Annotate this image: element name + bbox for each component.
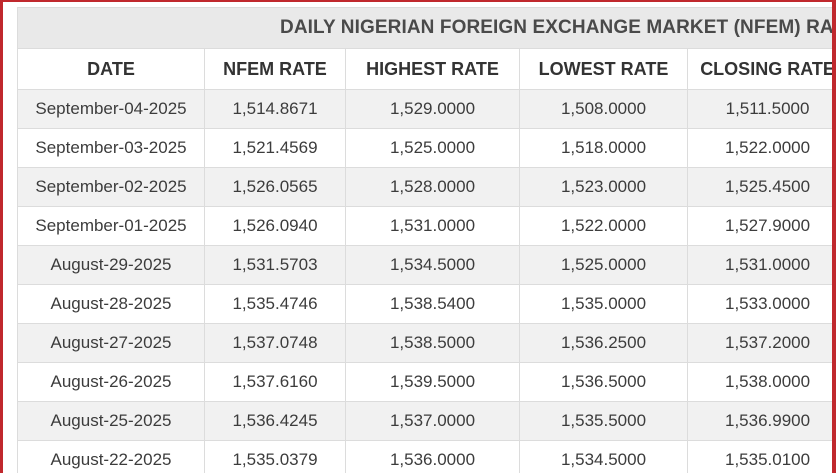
table-title-row: DAILY NIGERIAN FOREIGN EXCHANGE MARKET (… [16,7,832,49]
nfem-rate-cell: 1,536.4245 [204,401,346,441]
date-cell: September-01-2025 [17,206,205,246]
highest-rate-cell: 1,534.5000 [345,245,520,285]
highest-rate-cell: 1,538.5000 [345,323,520,363]
closing-rate-cell: 1,531.0000 [686,245,832,285]
table-row: September-02-2025 1,526.0565 1,528.0000 1,5… [17,167,832,207]
highest-rate-cell: 1,536.0000 [345,440,520,473]
closing-rate-cell: 1,522.0000 [686,128,832,168]
lowest-rate-cell: 1,508.0000 [519,89,688,129]
table-body: September-04-2025 1,514.8671 1,529.0000 1,5… [17,89,832,473]
lowest-rate-cell: 1,534.5000 [519,440,688,473]
date-cell: September-04-2025 [17,89,205,129]
closing-rate-cell: 1,535.0100 [686,440,832,473]
closing-rate-cell: 1,533.0000 [686,284,832,324]
lowest-rate-cell: 1,518.0000 [519,128,688,168]
table-row: August-26-2025 1,537.6160 1,539.5000 1,536.… [17,362,832,402]
date-cell: August-27-2025 [17,323,205,363]
lowest-rate-cell: 1,536.2500 [519,323,688,363]
nfem-rate-cell: 1,514.8671 [204,89,346,129]
highest-rate-cell: 1,539.5000 [345,362,520,402]
nfem-rate-cell: 1,526.0940 [204,206,346,246]
closing-rate-cell: 1,537.2000 [686,323,832,363]
column-header-lowest-rate: LOWEST RATE [519,48,688,90]
date-cell: August-22-2025 [17,440,205,473]
date-cell: August-25-2025 [17,401,205,441]
highest-rate-cell: 1,531.0000 [345,206,520,246]
nfem-rate-cell: 1,537.6160 [204,362,346,402]
table-row: August-22-2025 1,535.0379 1,536.0000 1,534.… [17,440,832,473]
date-cell: September-03-2025 [17,128,205,168]
nfem-rate-cell: 1,531.5703 [204,245,346,285]
highest-rate-cell: 1,528.0000 [345,167,520,207]
table-title: DAILY NIGERIAN FOREIGN EXCHANGE MARKET (… [16,7,832,49]
closing-rate-cell: 1,538.0000 [686,362,832,402]
closing-rate-cell: 1,536.9900 [686,401,832,441]
lowest-rate-cell: 1,535.5000 [519,401,688,441]
table-row: August-28-2025 1,535.4746 1,538.5400 1,535.… [17,284,832,324]
column-header-closing-rate: CLOSING RATE [686,48,832,90]
table-row: August-29-2025 1,531.5703 1,534.5000 1,525.… [17,245,832,285]
table-row: August-25-2025 1,536.4245 1,537.0000 1,535.… [17,401,832,441]
column-header-nfem-rate: NFEM RATE [204,48,346,90]
nfem-rate-cell: 1,535.4746 [204,284,346,324]
date-cell: August-29-2025 [17,245,205,285]
table-row: September-01-2025 1,526.0940 1,531.0000 1,5… [17,206,832,246]
table-header-row: DATE NFEM RATE HIGHEST RATE LOWEST RATE … [17,48,832,90]
column-header-date: DATE [17,48,205,90]
lowest-rate-cell: 1,523.0000 [519,167,688,207]
closing-rate-cell: 1,525.4500 [686,167,832,207]
lowest-rate-cell: 1,535.0000 [519,284,688,324]
nfem-rate-cell: 1,535.0379 [204,440,346,473]
highest-rate-cell: 1,537.0000 [345,401,520,441]
closing-rate-cell: 1,511.5000 [686,89,832,129]
date-cell: August-26-2025 [17,362,205,402]
highest-rate-cell: 1,538.5400 [345,284,520,324]
nfem-rates-table: DAILY NIGERIAN FOREIGN EXCHANGE MARKET (… [16,7,832,473]
date-cell: September-02-2025 [17,167,205,207]
lowest-rate-cell: 1,522.0000 [519,206,688,246]
lowest-rate-cell: 1,525.0000 [519,245,688,285]
highest-rate-cell: 1,525.0000 [345,128,520,168]
nfem-rate-cell: 1,537.0748 [204,323,346,363]
table-row: September-04-2025 1,514.8671 1,529.0000 1,5… [17,89,832,129]
nfem-rate-cell: 1,521.4569 [204,128,346,168]
nfem-rate-cell: 1,526.0565 [204,167,346,207]
date-cell: August-28-2025 [17,284,205,324]
lowest-rate-cell: 1,536.5000 [519,362,688,402]
highest-rate-cell: 1,529.0000 [345,89,520,129]
closing-rate-cell: 1,527.9000 [686,206,832,246]
column-header-highest-rate: HIGHEST RATE [345,48,520,90]
table-row: September-03-2025 1,521.4569 1,525.0000 1,5… [17,128,832,168]
table-row: August-27-2025 1,537.0748 1,538.5000 1,536.… [17,323,832,363]
